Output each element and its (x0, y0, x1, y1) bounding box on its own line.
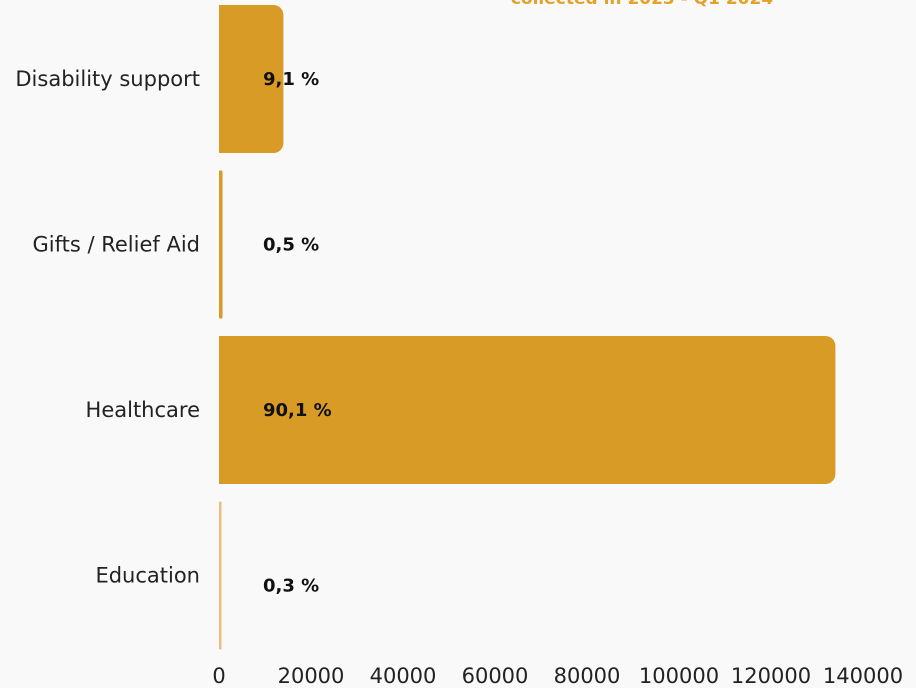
bars-group (219, 5, 835, 650)
data-label-healthcare: 90,1 % (263, 400, 332, 421)
bar-education (219, 502, 222, 650)
category-label-healthcare: Healthcare (86, 398, 200, 422)
x-tick-label: 80000 (554, 664, 621, 688)
x-tick-label: 0 (212, 664, 225, 688)
data-label-education: 0,3 % (263, 576, 319, 597)
data-label-disability-support: 9,1 % (263, 69, 319, 90)
bar-gifts-relief-aid (219, 171, 223, 319)
x-tick-label: 140000 (823, 664, 903, 688)
bar-healthcare-edge (219, 336, 231, 484)
x-axis-ticks: 0 20000 40000 60000 80000 100000 120000 140000 (212, 664, 903, 688)
category-label-gifts-relief-aid: Gifts / Relief Aid (33, 233, 201, 257)
x-tick-label: 100000 (639, 664, 719, 688)
category-label-education: Education (95, 564, 200, 588)
category-labels: Disability support Gifts / Relief Aid Heal… (15, 67, 200, 588)
category-label-disability-support: Disability support (15, 67, 200, 91)
x-tick-label: 60000 (462, 664, 529, 688)
data-label-gifts-relief-aid: 0,5 % (263, 235, 319, 256)
x-tick-label: 20000 (278, 664, 345, 688)
chart-subtitle: collected in 2023 - Q1 2024 (511, 0, 774, 9)
bar-disability-support-edge (219, 5, 231, 153)
x-tick-label: 120000 (731, 664, 811, 688)
x-tick-label: 40000 (370, 664, 437, 688)
